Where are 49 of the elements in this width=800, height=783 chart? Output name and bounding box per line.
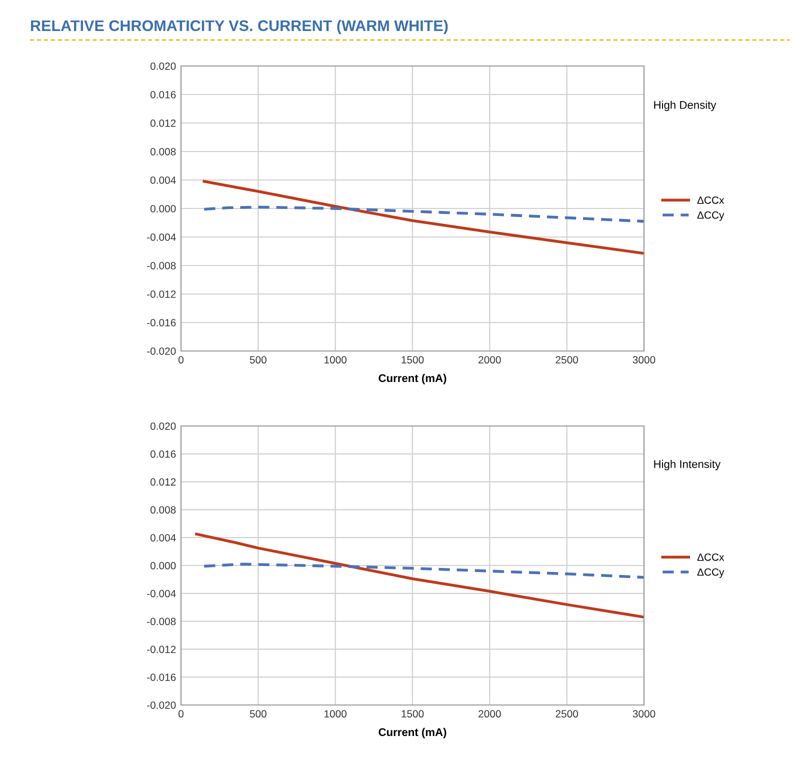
x-tick-label: 0 [178,710,184,718]
y-tick-label: -0.012 [147,290,176,298]
y-tick-label: -0.016 [147,319,176,326]
x-tick-label: 3000 [632,356,656,364]
text: High Density [654,100,716,112]
y-tick-label: 0.008 [150,148,176,156]
x-tick-label: 1500 [402,356,424,364]
x-tick-label: 1000 [324,710,347,718]
x-tick-label: 500 [250,710,266,718]
x-tick-label: 2000 [478,356,501,364]
x-tick-label: 2000 [478,710,501,718]
y-tick-label: 0.016 [150,91,176,98]
x-tick-label: 3000 [632,710,656,718]
legend-label: ΔCCy [697,568,724,578]
x-tick-label: 1000 [324,356,347,364]
x-tick-label: 2500 [556,710,578,718]
x-axis-title: Current (mA) [378,374,446,384]
y-tick-label: 0.012 [150,478,176,486]
y-tick-label: -0.008 [147,618,176,626]
line-series [202,562,644,579]
x-tick-label: 2500 [556,356,578,364]
y-tick-label: 0.008 [150,506,176,514]
y-tick-label: -0.012 [147,646,176,654]
y-tick-label: -0.020 [147,702,176,709]
y-tick-label: -0.016 [147,674,176,681]
y-tick-label: 0.016 [150,450,176,458]
x-axis-title: Current (mA) [378,728,446,738]
y-tick-label: 0.000 [150,562,176,570]
legend-label: ΔCCx [697,196,724,204]
x-tick-label: 0 [178,356,184,364]
y-tick-label: 0.012 [150,120,176,127]
text: High Intensity [654,460,721,470]
y-tick-label: -0.020 [147,348,176,355]
y-tick-label: 0.004 [150,534,176,542]
legend-label: ΔCCy [697,211,724,221]
y-tick-label: -0.008 [147,262,176,270]
x-tick-label: 1500 [402,710,424,718]
y-tick-label: 0.004 [150,176,176,184]
legend-label: ΔCCx [697,553,724,561]
chart-title: RELATIVE CHROMATICITY VS. CURRENT (WARM WHITE) [31,20,448,34]
y-tick-label: -0.004 [147,590,176,598]
y-tick-label: 0.020 [150,62,176,70]
line-series [202,180,644,255]
line-series [202,206,644,223]
line-series [195,532,644,619]
x-tick-label: 500 [250,356,266,364]
y-tick-label: -0.004 [147,234,176,241]
y-tick-label: 0.020 [150,422,176,430]
y-tick-label: 0.000 [150,205,176,212]
